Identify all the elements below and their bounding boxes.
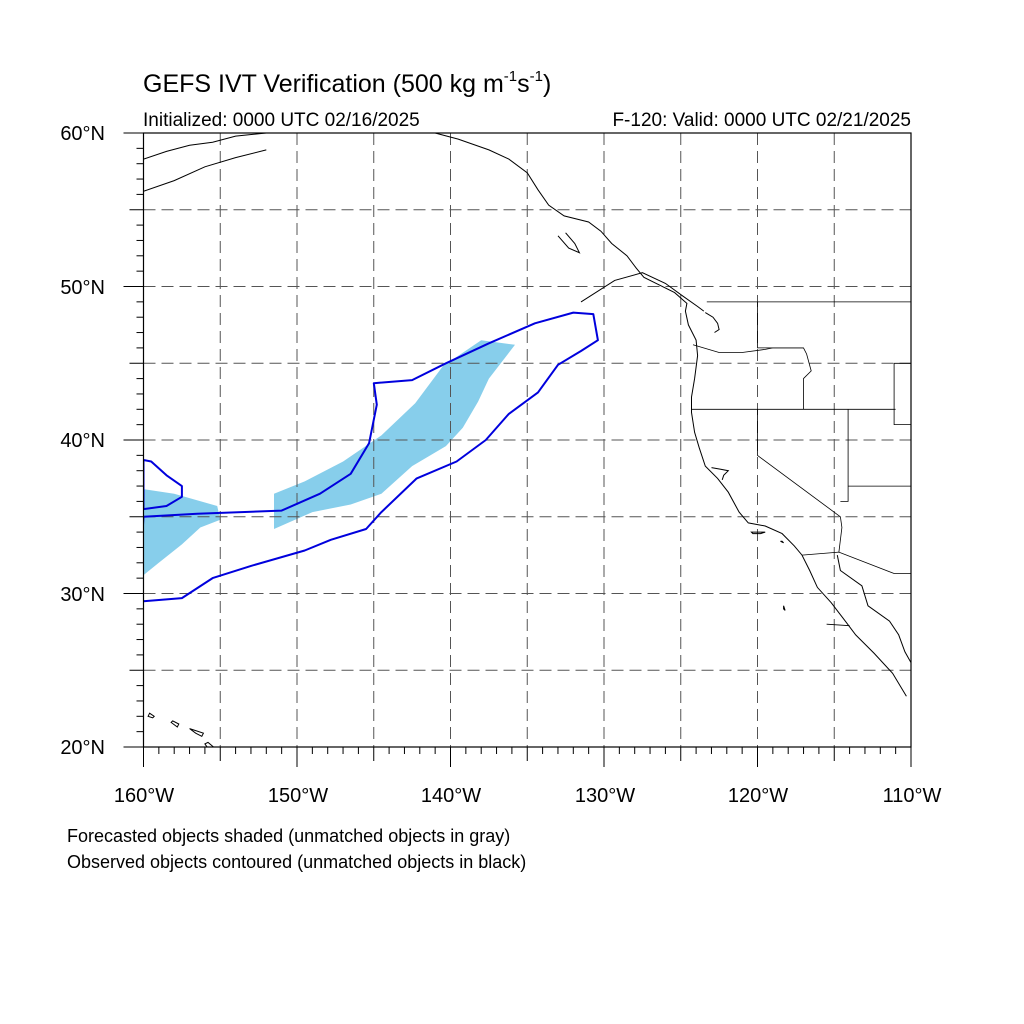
island xyxy=(783,605,786,611)
observed-object-1 xyxy=(143,311,599,603)
island xyxy=(189,728,205,737)
lat-label-40n: 40°N xyxy=(60,430,105,452)
lat-label-20n: 20°N xyxy=(60,737,105,759)
title-exponent-2: -1 xyxy=(529,68,543,85)
coastlines xyxy=(143,133,911,747)
coastline xyxy=(836,555,911,663)
coastline xyxy=(143,149,267,192)
coastline xyxy=(580,272,705,312)
forecast-object-2 xyxy=(143,489,221,576)
island xyxy=(750,531,766,535)
island xyxy=(170,720,180,728)
island xyxy=(204,741,215,747)
lon-label-130w: 130°W xyxy=(574,785,636,807)
political-boundaries xyxy=(691,301,911,627)
lon-label-110w: 110°W xyxy=(882,785,942,807)
forecast-objects xyxy=(143,340,515,576)
coastline xyxy=(705,312,720,333)
coastline xyxy=(711,467,730,481)
initialized-time: Initialized: 0000 UTC 02/16/2025 xyxy=(143,110,420,131)
lat-label-50n: 50°N xyxy=(60,277,105,299)
lon-label-150w: 150°W xyxy=(267,785,329,807)
coastline xyxy=(434,133,907,697)
footnote-forecast: Forecasted objects shaded (unmatched obj… xyxy=(67,826,511,846)
title-exponent-1: -1 xyxy=(503,68,518,85)
axis-ticks xyxy=(123,132,912,767)
political-boundary xyxy=(840,409,849,502)
lat-label-30n: 30°N xyxy=(60,584,105,606)
valid-time: F-120: Valid: 0000 UTC 02/21/2025 xyxy=(612,110,911,131)
political-boundary xyxy=(826,623,850,627)
gridlines xyxy=(143,133,911,747)
coastline xyxy=(143,133,267,160)
lon-label-160w: 160°W xyxy=(113,785,175,807)
island xyxy=(147,712,155,719)
footnote-observed: Observed objects contoured (unmatched ob… xyxy=(67,852,527,872)
coastline xyxy=(557,232,581,254)
observed-object-2 xyxy=(143,459,183,511)
lat-label-60n: 60°N xyxy=(60,123,105,145)
title-mid: s xyxy=(517,70,530,98)
political-boundary xyxy=(757,301,812,410)
map-title: GEFS IVT Verification (500 kg m-1s-1) xyxy=(143,68,552,99)
title-suffix: ) xyxy=(542,70,552,98)
lon-label-140w: 140°W xyxy=(420,785,482,807)
island xyxy=(780,540,784,544)
political-boundary xyxy=(893,363,911,426)
observed-objects xyxy=(143,311,599,603)
forecast-object-1 xyxy=(274,340,515,529)
political-boundary xyxy=(801,551,911,574)
political-boundary xyxy=(757,409,843,553)
map-frame xyxy=(142,132,912,748)
political-boundary xyxy=(692,344,804,353)
title-prefix: GEFS IVT Verification (500 kg m xyxy=(143,70,504,98)
coastline xyxy=(892,133,895,134)
lon-label-120w: 120°W xyxy=(727,785,789,807)
